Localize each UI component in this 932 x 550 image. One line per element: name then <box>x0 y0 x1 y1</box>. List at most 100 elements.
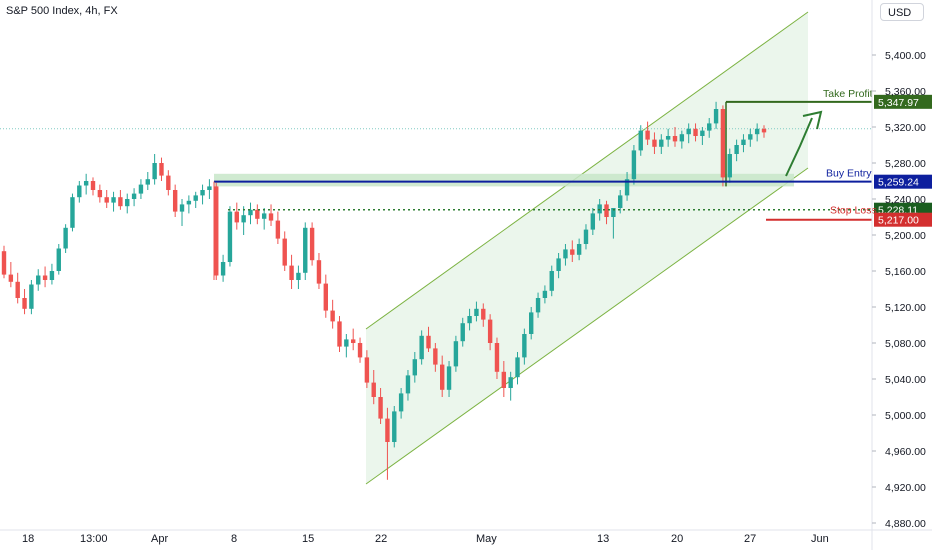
candle <box>734 139 739 162</box>
candle-body <box>200 190 205 196</box>
candle <box>563 244 568 266</box>
candle-body <box>227 211 233 262</box>
candle-body <box>42 275 48 280</box>
y-tick-label: 4,880.00 <box>885 518 926 530</box>
candle <box>659 134 664 154</box>
candle <box>166 170 171 196</box>
candle-body <box>631 150 637 180</box>
y-tick-label: 5,400.00 <box>885 50 926 62</box>
candle <box>159 157 164 181</box>
currency-button[interactable]: USD <box>880 3 924 21</box>
x-tick-label: 18 <box>22 533 34 545</box>
candle-body <box>467 316 472 324</box>
candle-body <box>460 323 465 342</box>
projection-arrow <box>785 117 813 177</box>
candle-body <box>481 308 486 320</box>
candle <box>179 199 185 226</box>
candle <box>542 285 548 304</box>
candle-body <box>542 290 548 298</box>
candle-body <box>90 181 96 190</box>
candle-body <box>49 271 55 280</box>
candle-body <box>83 181 89 186</box>
candle <box>8 262 14 288</box>
candle-body <box>720 109 726 178</box>
candle-body <box>535 298 541 313</box>
candle <box>501 361 507 397</box>
buy-entry-price: 5,259.24 <box>878 177 919 189</box>
drawings <box>0 11 872 485</box>
candle-body <box>713 109 719 124</box>
candle-body <box>405 375 411 394</box>
candle-body <box>741 139 746 145</box>
candle <box>754 123 760 142</box>
candle <box>22 289 27 315</box>
candle-body <box>761 128 767 133</box>
candle <box>748 128 753 147</box>
candle <box>590 208 596 235</box>
candle <box>77 181 82 203</box>
candle <box>125 193 130 214</box>
candle-body <box>261 213 267 219</box>
take-profit-price-tag <box>874 94 932 109</box>
candle-body <box>179 204 185 212</box>
candle-body <box>522 334 527 358</box>
candle-body <box>282 238 287 266</box>
candle <box>556 253 561 279</box>
take-profit-text: Take Profit <box>823 88 873 100</box>
candle <box>152 154 157 185</box>
candle-body <box>303 227 308 273</box>
candle <box>741 134 746 153</box>
candle-body <box>378 397 383 419</box>
candle-body <box>323 283 329 311</box>
candle-body <box>118 197 123 207</box>
candle-body <box>474 308 479 316</box>
candle-body <box>309 227 315 261</box>
y-tick-label: 4,960.00 <box>885 446 926 458</box>
candle <box>42 266 48 288</box>
candle <box>220 254 226 282</box>
candle-body <box>234 211 239 223</box>
candle <box>15 272 20 304</box>
candle-body <box>665 136 671 140</box>
time-axis[interactable]: 18 13:00 Apr 8 15 22 May 13 20 27 Jun <box>0 529 932 545</box>
candle-body <box>77 185 82 198</box>
candle-body <box>172 190 178 212</box>
candle-body <box>248 209 253 216</box>
y-tick-label: 5,000.00 <box>885 410 926 422</box>
candle <box>371 370 376 405</box>
candle-body <box>364 357 370 383</box>
candle-body <box>748 134 753 140</box>
candle-body <box>508 377 513 388</box>
candle <box>248 202 253 225</box>
candles <box>1 101 767 480</box>
candle-body <box>570 249 575 255</box>
candle-body <box>145 179 150 185</box>
channel-upper-line <box>365 11 809 330</box>
candle-body <box>97 190 103 198</box>
candle-body <box>316 260 322 284</box>
chart-title: S&P 500 Index, 4h, FX <box>6 5 118 17</box>
stop-loss-text: Stop Loss <box>830 205 877 217</box>
candle-body <box>659 139 664 147</box>
candle-body <box>214 186 219 276</box>
candle-body <box>392 411 397 442</box>
candle <box>439 355 445 397</box>
candle <box>303 222 308 280</box>
stop-loss-price-tag <box>874 212 932 227</box>
candle <box>234 202 239 230</box>
candle-body <box>487 319 493 343</box>
price-axis[interactable]: 5,400.00 5,360.00 5,320.00 5,280.00 5,240.00… <box>871 0 926 550</box>
y-tick-label: 5,160.00 <box>885 266 926 278</box>
candle-body <box>693 128 698 136</box>
candle-body <box>104 197 109 203</box>
candle-body <box>727 154 732 178</box>
candle-body <box>672 136 678 142</box>
candle <box>350 328 356 351</box>
candle-body <box>138 184 144 194</box>
candle <box>56 244 61 275</box>
x-tick-label: 8 <box>231 533 237 545</box>
candle-body <box>220 262 226 276</box>
candle-body <box>419 335 424 360</box>
candle-body <box>296 272 301 280</box>
